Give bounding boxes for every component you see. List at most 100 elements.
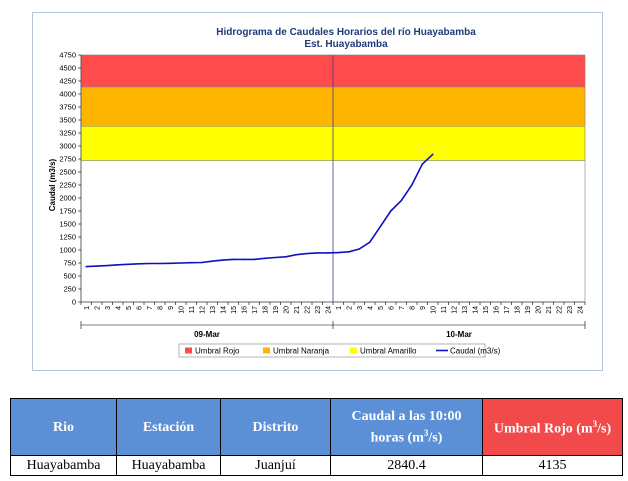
- y-tick-label: 1000: [59, 246, 76, 255]
- x-tick-label: 19: [273, 306, 280, 314]
- x-tick-label: 23: [567, 306, 574, 314]
- x-tick-label: 2: [94, 306, 101, 310]
- y-tick-label: 1750: [59, 207, 76, 216]
- x-tick-label: 4: [115, 306, 122, 310]
- x-tick-label: 21: [546, 306, 553, 314]
- legend-label: Caudal (m3/s): [450, 347, 501, 356]
- data-point: [116, 264, 119, 266]
- legend-label: Umbral Rojo: [195, 347, 240, 356]
- x-tick-label: 8: [409, 306, 416, 310]
- data-point: [295, 253, 298, 256]
- data-point: [221, 259, 224, 261]
- x-tick-label: 15: [231, 306, 238, 314]
- y-tick-label: 4500: [59, 64, 76, 73]
- y-tick-label: 4250: [59, 77, 76, 86]
- x-tick-label: 18: [262, 306, 269, 314]
- table-header-row: Rio Estación Distrito Caudal a las 10:00…: [10, 398, 623, 456]
- x-tick-label: 24: [325, 306, 332, 314]
- header-caudal: Caudal a las 10:00 horas (m3/s): [330, 398, 483, 456]
- data-point: [158, 262, 161, 265]
- legend-swatch: [185, 347, 192, 354]
- x-tick-label: 17: [504, 306, 511, 314]
- x-tick-label: 3: [105, 306, 112, 310]
- x-tick-label: 11: [441, 306, 448, 313]
- y-axis-label: Caudal (m3/s): [48, 158, 57, 211]
- x-tick-label: 10: [430, 306, 437, 314]
- y-tick-label: 250: [63, 285, 76, 294]
- x-tick-label: 14: [472, 306, 479, 314]
- chart-frame: Hidrograma de Caudales Horarios del río …: [32, 12, 603, 371]
- data-point: [326, 252, 329, 254]
- y-tick-label: 500: [63, 272, 76, 281]
- x-tick-label: 6: [388, 306, 395, 310]
- data-point: [284, 255, 287, 258]
- data-point: [200, 261, 203, 264]
- data-point: [368, 241, 371, 243]
- data-point: [232, 258, 235, 261]
- y-tick-label: 2000: [59, 194, 76, 203]
- header-rio: Rio: [10, 398, 117, 456]
- x-tick-label: 19: [525, 306, 532, 314]
- data-point: [169, 262, 172, 265]
- chart-title: Hidrograma de Caudales Horarios del río …: [216, 27, 476, 38]
- y-tick-label: 2250: [59, 181, 76, 190]
- y-tick-label: 4000: [59, 90, 76, 99]
- y-tick-label: 0: [72, 298, 76, 307]
- legend-label: Umbral Naranja: [273, 347, 330, 356]
- x-tick-label: 10: [178, 306, 185, 314]
- data-point: [253, 258, 256, 261]
- flow-summary-table: Rio Estación Distrito Caudal a las 10:00…: [10, 398, 623, 476]
- x-tick-label: 20: [283, 306, 290, 314]
- data-point: [148, 262, 151, 265]
- header-distrito: Distrito: [220, 398, 331, 456]
- legend-box: [178, 343, 486, 358]
- x-tick-label: 7: [147, 306, 154, 310]
- cell-rio: Huayabamba: [10, 455, 117, 476]
- header-umbral-rojo: Umbral Rojo (m3/s): [482, 398, 623, 456]
- data-point: [431, 153, 434, 156]
- x-tick-label: 13: [210, 306, 217, 314]
- x-tick-label: 4: [367, 306, 374, 310]
- data-point: [95, 265, 98, 267]
- x-tick-label: 23: [315, 306, 322, 314]
- data-point: [242, 258, 245, 261]
- x-tick-label: 22: [304, 306, 311, 314]
- cell-umbral-rojo: 4135: [482, 455, 623, 476]
- data-point: [421, 163, 424, 165]
- y-tick-label: 2750: [59, 155, 76, 164]
- y-tick-label: 3500: [59, 116, 76, 125]
- x-tick-label: 6: [136, 306, 143, 310]
- y-tick-label: 3750: [59, 103, 76, 112]
- x-tick-label: 24: [577, 306, 584, 314]
- x-tick-label: 12: [199, 306, 206, 314]
- y-tick-label: 2500: [59, 168, 76, 177]
- data-point: [127, 263, 130, 266]
- legend-label: Umbral Amarillo: [360, 347, 417, 356]
- x-tick-label: 1: [336, 306, 343, 310]
- x-tick-label: 1: [84, 306, 91, 310]
- x-tick-label: 7: [399, 306, 406, 310]
- x-tick-label: 13: [462, 306, 469, 314]
- x-tick-label: 20: [535, 306, 542, 314]
- data-point: [274, 256, 277, 259]
- legend-swatch: [350, 347, 357, 354]
- x-tick-label: 9: [420, 306, 427, 310]
- x-tick-label: 21: [294, 306, 301, 314]
- header-estacion: Estación: [116, 398, 221, 456]
- data-point: [316, 252, 319, 254]
- data-point: [85, 265, 88, 268]
- data-point: [190, 261, 193, 264]
- x-tick-label: 15: [483, 306, 490, 314]
- day-label: 10-Mar: [446, 330, 472, 339]
- x-tick-label: 16: [241, 306, 248, 314]
- y-tick-label: 1500: [59, 220, 76, 229]
- data-point: [379, 225, 382, 228]
- data-point: [263, 257, 266, 260]
- x-tick-label: 18: [514, 306, 521, 314]
- x-tick-label: 5: [126, 306, 133, 310]
- x-tick-label: 3: [357, 306, 364, 310]
- data-point: [137, 262, 140, 265]
- data-point: [410, 184, 413, 186]
- x-tick-label: 12: [451, 306, 458, 314]
- data-point: [358, 248, 361, 250]
